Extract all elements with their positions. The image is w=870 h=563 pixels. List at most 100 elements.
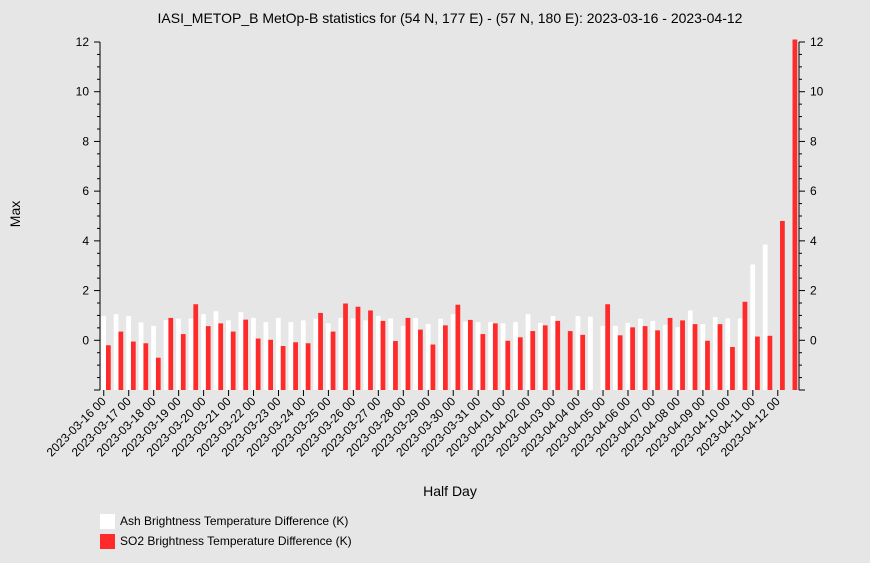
bar-so2 (443, 325, 448, 390)
bar-so2 (418, 329, 423, 390)
bar-so2 (742, 301, 748, 390)
y-axis-label: Max (7, 201, 23, 227)
bar-ash (213, 311, 219, 390)
bar-ash (588, 316, 593, 390)
bar-so2 (455, 304, 461, 390)
bar-ash (687, 310, 693, 390)
bar-so2 (605, 304, 611, 390)
bar-ash (450, 314, 456, 390)
bar-ash (338, 317, 344, 390)
bar-so2 (530, 331, 536, 390)
bar-ash (350, 318, 356, 390)
bar-so2 (380, 320, 386, 390)
bar-so2 (655, 330, 660, 390)
y-tick-label-right: 0 (810, 333, 817, 347)
y-tick-label-right: 8 (810, 134, 817, 148)
bar-so2 (567, 331, 573, 390)
bar-so2 (368, 310, 373, 390)
bar-so2 (118, 331, 124, 390)
bar-so2 (393, 341, 398, 390)
bar-so2 (705, 340, 710, 390)
bar-so2 (692, 324, 698, 390)
bar-ash (600, 325, 606, 390)
bar-so2 (517, 337, 523, 390)
bar-so2 (130, 341, 136, 390)
bar-ash (276, 317, 281, 390)
bar-ash (388, 318, 394, 390)
bar-so2 (280, 346, 286, 390)
y-tick-label-left: 12 (76, 35, 90, 49)
y-tick-label-left: 10 (76, 85, 90, 99)
bar-ash (226, 320, 231, 390)
bar-so2 (105, 345, 111, 390)
bar-ash (363, 320, 369, 390)
legend-item-so2: SO2 Brightness Temperature Difference (K… (100, 531, 352, 551)
bar-so2 (155, 357, 161, 390)
bar-ash (163, 319, 169, 390)
bar-so2 (205, 326, 211, 390)
y-tick-label-right: 6 (810, 184, 817, 198)
bar-so2 (480, 334, 486, 390)
bar-so2 (305, 343, 311, 390)
bar-ash (151, 325, 156, 390)
bar-so2 (318, 312, 323, 390)
bar-ash (700, 324, 706, 390)
bar-ash (113, 314, 119, 390)
bar-so2 (667, 317, 673, 390)
bar-ash (425, 324, 431, 390)
bar-so2 (255, 338, 261, 390)
bar-so2 (218, 323, 224, 390)
bar-ash (662, 324, 668, 390)
bar-ash (575, 316, 581, 390)
bar-ash (550, 316, 556, 390)
bar-so2 (642, 326, 648, 390)
bar-ash (525, 314, 531, 390)
bar-ash (188, 318, 194, 390)
bar-so2 (542, 325, 548, 390)
bar-so2 (730, 347, 735, 390)
bar-ash (513, 322, 518, 390)
legend-swatch-so2 (100, 533, 115, 549)
bar-ash (126, 316, 131, 390)
legend-swatch-ash (100, 513, 115, 529)
bar-so2 (343, 303, 348, 390)
x-axis-label: Half Day (423, 483, 477, 499)
bar-ash (251, 317, 256, 390)
y-axis-label-group: Max (7, 201, 23, 227)
bar-ash (762, 244, 768, 390)
bar-ash (413, 317, 419, 390)
y-tick-label-left: 6 (82, 184, 89, 198)
bar-ash (613, 325, 618, 390)
bar-so2 (355, 306, 361, 390)
bar-so2 (492, 323, 498, 390)
bar-ash (488, 322, 493, 390)
bar-ash (375, 315, 381, 390)
bar-ash (538, 322, 543, 390)
bar-so2 (168, 317, 174, 390)
y-tick-label-right: 4 (810, 234, 817, 248)
bar-so2 (143, 343, 149, 390)
bar-so2 (617, 335, 623, 390)
bar-so2 (717, 324, 723, 390)
bar-ash (750, 264, 756, 390)
bar-so2 (780, 220, 785, 390)
bar-ash (475, 322, 481, 390)
bar-ash (637, 318, 643, 390)
bar-ash (263, 322, 269, 390)
bar-so2 (405, 317, 411, 390)
bar-so2 (680, 320, 685, 390)
bar-ash (300, 320, 306, 390)
bar-so2 (180, 334, 186, 390)
bar-ash (625, 322, 631, 390)
bar-so2 (555, 320, 561, 390)
bar-ash (313, 318, 319, 390)
bar-so2 (467, 319, 473, 390)
bar-ash (463, 321, 468, 390)
y-tick-label-left: 0 (82, 333, 89, 347)
bar-ash (101, 316, 106, 390)
bar-ash (288, 322, 294, 390)
bar-so2 (330, 331, 336, 390)
bar-so2 (630, 327, 635, 390)
bar-so2 (767, 335, 773, 390)
